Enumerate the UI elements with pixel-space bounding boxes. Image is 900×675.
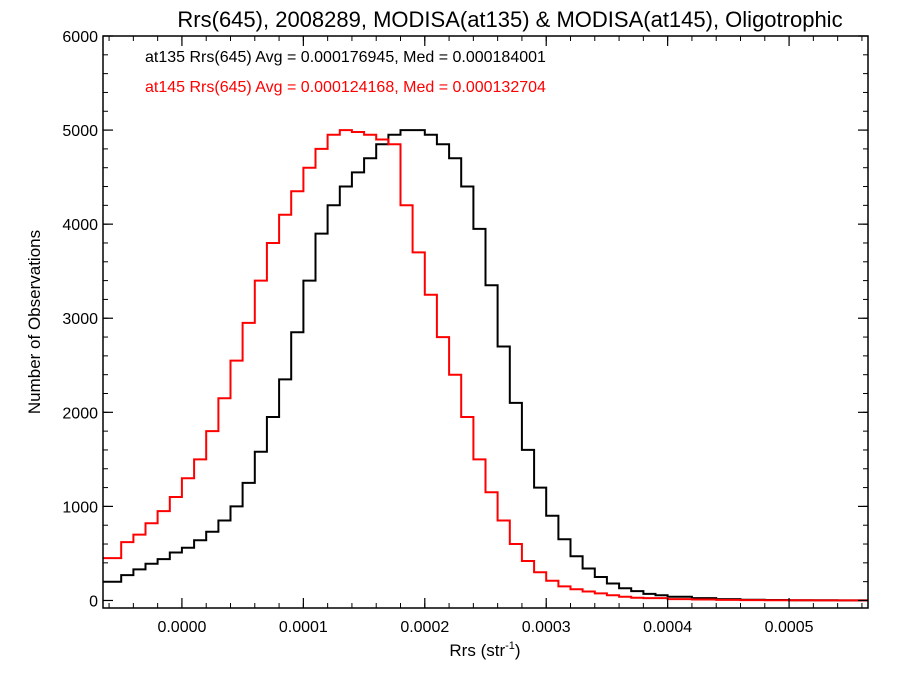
x-tick-label: 0.0002 [400,619,449,636]
legend: at135 Rrs(645) Avg = 0.000176945, Med = … [145,49,546,96]
x-axis-label: Rrs (str-1) [449,640,520,660]
x-tick-label: 0.0005 [765,619,814,636]
series-line-at135 [103,129,868,602]
series-line-at145 [103,129,868,602]
x-axis-label-superscript: -1 [505,640,515,652]
y-tick-label: 3000 [62,311,98,328]
x-tick-label: 0.0004 [643,619,692,636]
ticks-layer: 0.0000 0.0001 0.0002 0.0003 0.0004 0.0005 0 100… [62,29,868,636]
x-tick-label: 0.0001 [279,619,328,636]
x-tick-label: 0.0000 [157,619,206,636]
y-tick-label: 0 [89,593,98,610]
y-tick-label: 1000 [62,499,98,516]
x-tick-label: 0.0003 [522,619,571,636]
y-tick-label: 6000 [62,29,98,46]
y-axis-label: Number of Observations [25,230,44,414]
plot-frame [102,35,869,609]
y-tick-label: 2000 [62,405,98,422]
series-layer [103,129,868,602]
legend-entry-at135: at135 Rrs(645) Avg = 0.000176945, Med = … [145,49,546,66]
chart-title: Rrs(645), 2008289, MODISA(at135) & MODIS… [177,7,842,32]
y-tick-label: 4000 [62,217,98,234]
y-tick-label: 5000 [62,123,98,140]
legend-entry-at145: at145 Rrs(645) Avg = 0.000124168, Med = … [145,79,546,96]
